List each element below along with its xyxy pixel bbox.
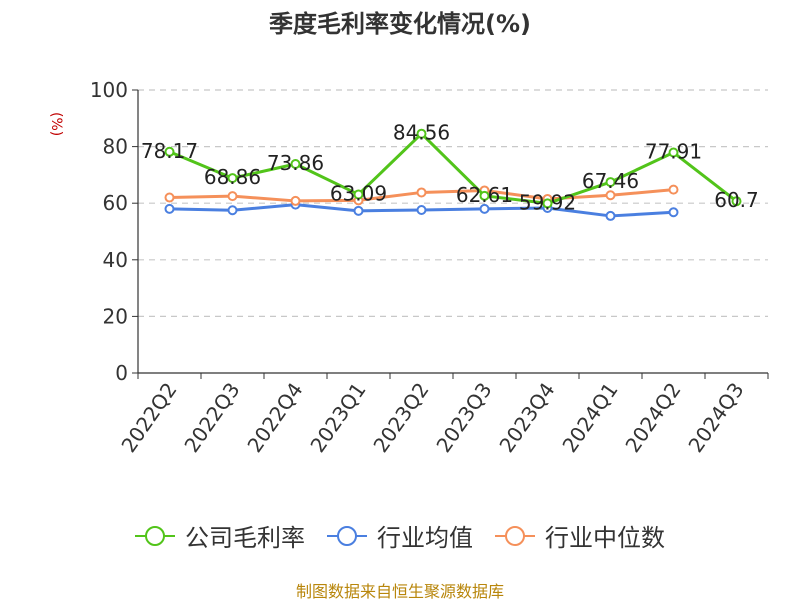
legend-item-company[interactable]: 公司毛利率 xyxy=(135,518,305,553)
data-point xyxy=(668,147,679,158)
data-point xyxy=(227,205,238,216)
legend-label-company: 公司毛利率 xyxy=(185,524,305,552)
data-point xyxy=(668,184,679,195)
data-label: 62.61 xyxy=(456,183,513,207)
y-tick-label: 100 xyxy=(90,78,128,102)
data-point xyxy=(164,146,175,157)
data-point xyxy=(227,173,238,184)
data-label: 68.86 xyxy=(204,165,261,189)
legend-label-industry-median: 行业中位数 xyxy=(545,524,665,552)
x-tick-label: 2023Q3 xyxy=(431,378,496,457)
data-point xyxy=(416,204,427,215)
legend-marker-industry-median xyxy=(495,525,535,546)
x-tick-label: 2022Q4 xyxy=(242,378,307,457)
x-tick-label: 2022Q3 xyxy=(179,378,244,457)
data-label: 77.91 xyxy=(645,140,702,164)
x-tick-label: 2023Q1 xyxy=(305,378,370,457)
data-point xyxy=(353,189,364,200)
legend-item-industry-median[interactable]: 行业中位数 xyxy=(495,518,665,553)
data-point xyxy=(479,190,490,201)
y-tick-label: 80 xyxy=(103,135,128,159)
y-tick-label: 40 xyxy=(103,248,128,272)
legend-label-industry-mean: 行业均值 xyxy=(377,524,473,552)
data-point xyxy=(164,192,175,203)
y-tick-label: 20 xyxy=(103,304,128,328)
data-label: 59.92 xyxy=(519,190,576,214)
data-point xyxy=(290,158,301,169)
data-point xyxy=(731,196,742,207)
data-point xyxy=(290,195,301,206)
x-tick-label: 2024Q3 xyxy=(683,378,748,457)
x-tick-label: 2022Q2 xyxy=(116,378,181,457)
data-point xyxy=(605,177,616,188)
data-label: 67.46 xyxy=(582,169,639,193)
data-label: 84.56 xyxy=(393,121,450,145)
legend: 公司毛利率 行业均值 行业中位数 xyxy=(0,518,800,553)
data-point xyxy=(416,128,427,139)
y-tick-label: 0 xyxy=(115,361,128,385)
data-point xyxy=(353,205,364,216)
x-tick-label: 2023Q2 xyxy=(368,378,433,457)
y-tick-label: 60 xyxy=(103,191,128,215)
data-point xyxy=(542,198,553,209)
legend-marker-company xyxy=(135,525,175,546)
data-label: 60.7 xyxy=(714,188,759,212)
data-point xyxy=(605,210,616,221)
data-label: 78.17 xyxy=(141,139,198,163)
x-tick-label: 2023Q4 xyxy=(494,378,559,457)
data-label: 63.09 xyxy=(330,181,387,205)
data-point xyxy=(416,187,427,198)
data-point xyxy=(227,191,238,202)
data-point xyxy=(668,207,679,218)
x-tick-label: 2024Q2 xyxy=(620,378,685,457)
data-point xyxy=(479,203,490,214)
legend-marker-industry-mean xyxy=(327,525,367,546)
data-label: 73.86 xyxy=(267,151,324,175)
data-point xyxy=(605,190,616,201)
chart-title: 季度毛利率变化情况(%) xyxy=(269,10,531,38)
x-tick-label: 2024Q1 xyxy=(557,378,622,457)
legend-item-industry-mean[interactable]: 行业均值 xyxy=(327,518,473,553)
data-source-note: 制图数据来自恒生聚源数据库 xyxy=(295,582,504,601)
series-line xyxy=(168,132,738,205)
data-point xyxy=(164,203,175,214)
